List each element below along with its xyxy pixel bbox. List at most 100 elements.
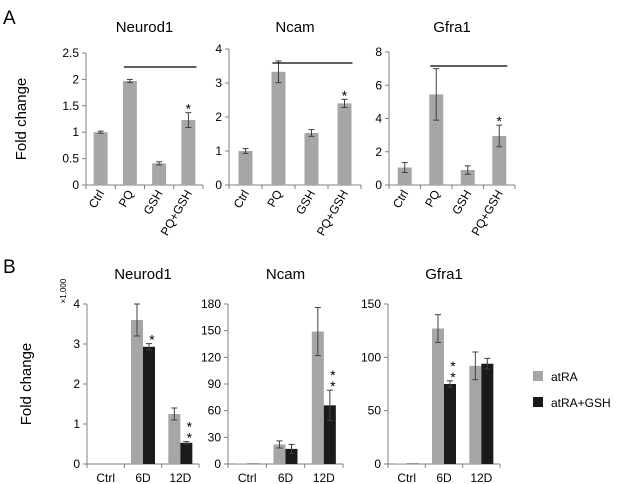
y-tick-label: 6 <box>375 78 382 92</box>
significance-star: * <box>149 332 155 348</box>
y-tick-label: 0.5 <box>62 152 79 166</box>
x-tick-label: Ctrl <box>238 471 257 484</box>
bar-atra-12d <box>168 414 181 464</box>
significance-star: * <box>450 358 456 374</box>
chart-b-gfra1: Gfra1 0 50 100 150 Ctrl 6D 12D ** <box>361 266 501 484</box>
panel-label-a: A <box>3 8 16 29</box>
bar-gsh <box>152 163 167 185</box>
bar-atra-gsh-12d <box>481 363 494 464</box>
y-tick-label: 0 <box>72 178 79 192</box>
chart-title: Ncam <box>266 266 305 283</box>
x-tick-label: Ctrl <box>390 188 411 211</box>
significance-star: * <box>330 367 336 383</box>
y-tick-label: 1.5 <box>62 99 79 113</box>
y-tick-label: 3 <box>215 76 222 90</box>
bar-pq-gsh <box>337 103 352 185</box>
x-tick-label: PQ <box>422 188 443 210</box>
x-tick-label: 12D <box>313 471 335 484</box>
y-tick-label: 8 <box>375 45 382 59</box>
y-scale-label: ×1,000 <box>59 278 68 303</box>
y-tick-label: 150 <box>361 297 381 311</box>
y-axis-label: Fold change <box>18 343 35 426</box>
y-tick-label: 2 <box>73 377 80 391</box>
x-tick-label: PQ <box>264 188 285 210</box>
y-tick-label: 2 <box>215 110 222 124</box>
significance-star: * <box>450 369 456 385</box>
chart-title: Neurod1 <box>116 19 174 36</box>
y-tick-label: 1 <box>72 125 79 139</box>
legend-label-atra: atRA <box>551 370 578 384</box>
x-tick-label: PQ+GSH <box>314 188 351 239</box>
legend-swatch-atra <box>533 371 543 381</box>
y-tick-label: 2.5 <box>62 46 79 60</box>
x-tick-label: 6D <box>135 471 151 484</box>
y-tick-label: 2 <box>375 145 382 159</box>
significance-star: * <box>342 87 348 103</box>
bar-pq-gsh <box>181 120 196 185</box>
x-tick-label: GSH <box>141 188 166 218</box>
chart-b-ncam: Ncam 0 30 60 90 120 150 180 Ctrl 6D 12D ** <box>201 266 344 484</box>
significance-star: * <box>187 419 193 435</box>
bar-ctrl <box>238 151 253 185</box>
bar-gsh <box>460 170 475 185</box>
legend: atRA atRA+GSH <box>533 370 611 410</box>
chart-title: Neurod1 <box>114 266 172 283</box>
bar-atra-gsh-12d <box>180 442 193 464</box>
y-tick-label: 4 <box>215 42 222 56</box>
bar-atra-gsh-6d <box>444 384 456 464</box>
x-tick-label: 12D <box>169 471 191 484</box>
bar-pq <box>429 94 444 185</box>
y-tick-label: 0 <box>73 457 80 471</box>
x-tick-label: Ctrl <box>86 188 107 211</box>
y-tick-label: 100 <box>361 350 381 364</box>
y-tick-label: 2 <box>72 72 79 86</box>
y-axis-label: Fold change <box>13 78 30 161</box>
significance-star: * <box>330 378 336 394</box>
panel-label-b: B <box>3 257 16 278</box>
x-tick-label: 6D <box>278 471 294 484</box>
y-tick-label: 0 <box>375 178 382 192</box>
y-tick-label: 0 <box>214 457 221 471</box>
y-tick-label: 0 <box>374 457 381 471</box>
x-tick-label: PQ+GSH <box>469 188 506 239</box>
bar-atra-gsh-6d <box>285 448 298 464</box>
x-tick-label: Ctrl <box>231 188 252 211</box>
bar-atra-6d <box>273 444 286 464</box>
significance-star: * <box>187 430 193 446</box>
y-tick-label: 50 <box>368 404 382 418</box>
x-tick-label: GSH <box>449 188 474 218</box>
y-tick-label: 120 <box>201 350 221 364</box>
y-tick-label: 90 <box>208 377 222 391</box>
bar-atra-12d <box>311 331 324 464</box>
x-tick-label: 12D <box>470 471 492 484</box>
y-tick-label: 4 <box>73 297 80 311</box>
y-tick-label: 180 <box>201 297 221 311</box>
y-tick-label: 3 <box>73 337 80 351</box>
y-tick-label: 150 <box>201 324 221 338</box>
legend-swatch-atra-gsh <box>533 397 543 407</box>
y-tick-label: 60 <box>208 404 222 418</box>
chart-title: Gfra1 <box>433 19 471 36</box>
y-tick-label: 4 <box>375 112 382 126</box>
significance-star: * <box>497 113 503 129</box>
bar-atra-6d <box>432 328 444 464</box>
legend-label-atra-gsh: atRA+GSH <box>551 396 611 410</box>
bar-atra-6d <box>131 320 143 464</box>
bar-atra-12d <box>469 365 482 464</box>
y-tick-label: 30 <box>208 430 222 444</box>
bar-atra-gsh-6d <box>143 346 155 464</box>
x-tick-label: GSH <box>293 188 318 218</box>
x-tick-label: Ctrl <box>397 471 416 484</box>
bar-ctrl <box>397 167 412 185</box>
bar-pq <box>122 80 137 185</box>
bar-pq-gsh <box>492 135 507 185</box>
chart-title: Ncam <box>275 19 314 36</box>
bar-gsh <box>304 132 319 185</box>
bar-pq <box>271 71 286 185</box>
bar-ctrl <box>93 132 108 185</box>
y-tick-label: 1 <box>73 417 80 431</box>
